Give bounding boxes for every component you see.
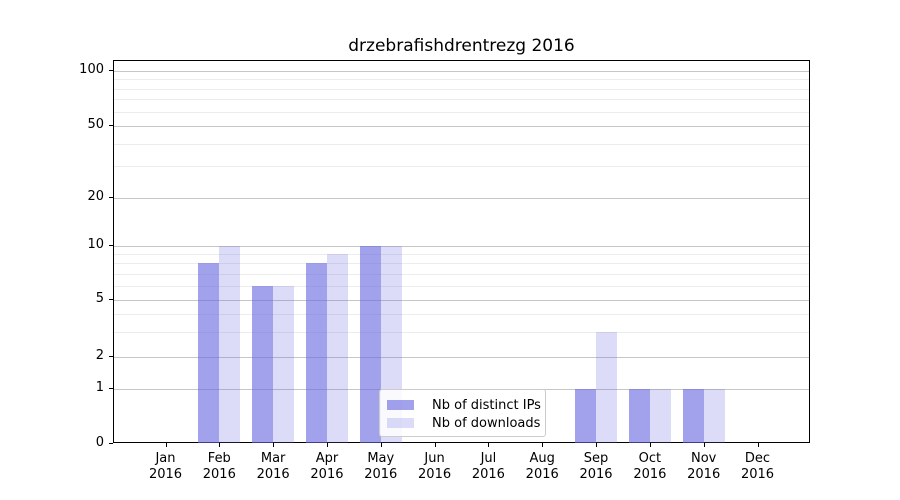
major-gridline-50 bbox=[114, 126, 809, 127]
ytick-label-2: 2 bbox=[95, 348, 104, 363]
major-gridline-20 bbox=[114, 198, 809, 199]
xtick-label-may: May 2016 bbox=[364, 451, 398, 482]
minor-gridline-4 bbox=[114, 313, 809, 315]
bar-sep-distinct-ips bbox=[575, 389, 597, 443]
minor-gridline-80 bbox=[114, 88, 809, 90]
ytick-label-100: 100 bbox=[79, 62, 104, 77]
xtick-label-dec: Dec 2016 bbox=[740, 451, 775, 482]
xtick-mark-oct bbox=[649, 443, 651, 447]
xtick-mark-sep bbox=[596, 443, 598, 447]
ytick-label-0: 0 bbox=[95, 435, 104, 450]
bar-sep-downloads bbox=[596, 331, 618, 443]
major-gridline-2 bbox=[114, 357, 809, 358]
xtick-mark-aug bbox=[542, 443, 544, 447]
minor-gridline-40 bbox=[114, 143, 809, 145]
ytick-label-20: 20 bbox=[87, 189, 104, 204]
xtick-label-aug: Aug 2016 bbox=[525, 451, 559, 482]
xtick-mark-jan bbox=[165, 443, 167, 447]
ytick-mark-10 bbox=[109, 245, 113, 246]
chart-title: drzebrafishdrentrezg 2016 bbox=[348, 36, 575, 56]
ytick-mark-1 bbox=[109, 388, 113, 389]
xtick-mark-nov bbox=[703, 443, 705, 447]
ytick-mark-5 bbox=[109, 299, 113, 300]
bar-mar-distinct-ips bbox=[252, 285, 274, 443]
xtick-mark-apr bbox=[326, 443, 328, 447]
ytick-label-1: 1 bbox=[95, 380, 104, 395]
ytick-mark-20 bbox=[109, 197, 113, 198]
xtick-label-oct: Oct 2016 bbox=[633, 451, 667, 482]
xtick-mark-mar bbox=[273, 443, 275, 447]
bar-nov-downloads bbox=[703, 389, 725, 443]
minor-gridline-60 bbox=[114, 111, 809, 113]
ytick-mark-100 bbox=[109, 70, 113, 71]
bar-nov-distinct-ips bbox=[682, 389, 704, 443]
ytick-label-50: 50 bbox=[87, 117, 104, 132]
xtick-mark-jul bbox=[488, 443, 490, 447]
minor-gridline-70 bbox=[114, 99, 809, 101]
minor-gridline-6 bbox=[114, 285, 809, 287]
minor-gridline-90 bbox=[114, 79, 809, 81]
xtick-mark-may bbox=[380, 443, 382, 447]
xtick-label-jun: Jun 2016 bbox=[418, 451, 452, 482]
bar-oct-downloads bbox=[649, 389, 671, 443]
minor-gridline-3 bbox=[114, 331, 809, 333]
bar-mar-downloads bbox=[273, 285, 295, 443]
xtick-mark-dec bbox=[757, 443, 759, 447]
legend-swatch-downloads bbox=[387, 418, 414, 428]
xtick-label-jan: Jan 2016 bbox=[148, 451, 183, 482]
xtick-label-apr: Apr 2016 bbox=[310, 451, 344, 482]
legend-swatch-distinct-ips bbox=[387, 400, 414, 410]
legend-label-downloads: Nb of downloads bbox=[432, 415, 541, 431]
major-gridline-100 bbox=[114, 71, 809, 72]
bar-oct-distinct-ips bbox=[628, 389, 650, 443]
minor-gridline-9 bbox=[114, 254, 809, 256]
xtick-label-nov: Nov 2016 bbox=[687, 451, 721, 482]
ytick-label-10: 10 bbox=[87, 237, 104, 252]
bar-may-distinct-ips bbox=[359, 246, 381, 443]
xtick-label-mar: Mar 2016 bbox=[256, 451, 290, 482]
bar-feb-distinct-ips bbox=[198, 263, 220, 443]
ytick-label-5: 5 bbox=[95, 291, 104, 306]
xtick-mark-jun bbox=[434, 443, 436, 447]
xtick-label-jul: Jul 2016 bbox=[471, 451, 505, 482]
plot-area bbox=[113, 60, 810, 443]
minor-gridline-8 bbox=[114, 263, 809, 265]
legend: Nb of distinct IPs Nb of downloads bbox=[379, 389, 546, 437]
xtick-label-sep: Sep 2016 bbox=[579, 451, 613, 482]
bar-apr-downloads bbox=[326, 254, 348, 443]
minor-gridline-30 bbox=[114, 166, 809, 168]
legend-item-downloads: Nb of downloads bbox=[387, 414, 541, 432]
bar-apr-distinct-ips bbox=[305, 263, 327, 443]
ytick-mark-0 bbox=[109, 443, 113, 444]
major-gridline-5 bbox=[114, 300, 809, 301]
bar-feb-downloads bbox=[219, 246, 241, 443]
xtick-label-feb: Feb 2016 bbox=[202, 451, 236, 482]
legend-item-distinct-ips: Nb of distinct IPs bbox=[387, 396, 541, 414]
major-gridline-10 bbox=[114, 246, 809, 247]
ytick-mark-2 bbox=[109, 356, 113, 357]
xtick-mark-feb bbox=[219, 443, 221, 447]
legend-label-distinct-ips: Nb of distinct IPs bbox=[432, 397, 541, 413]
ytick-mark-50 bbox=[109, 125, 113, 126]
minor-gridline-7 bbox=[114, 273, 809, 275]
